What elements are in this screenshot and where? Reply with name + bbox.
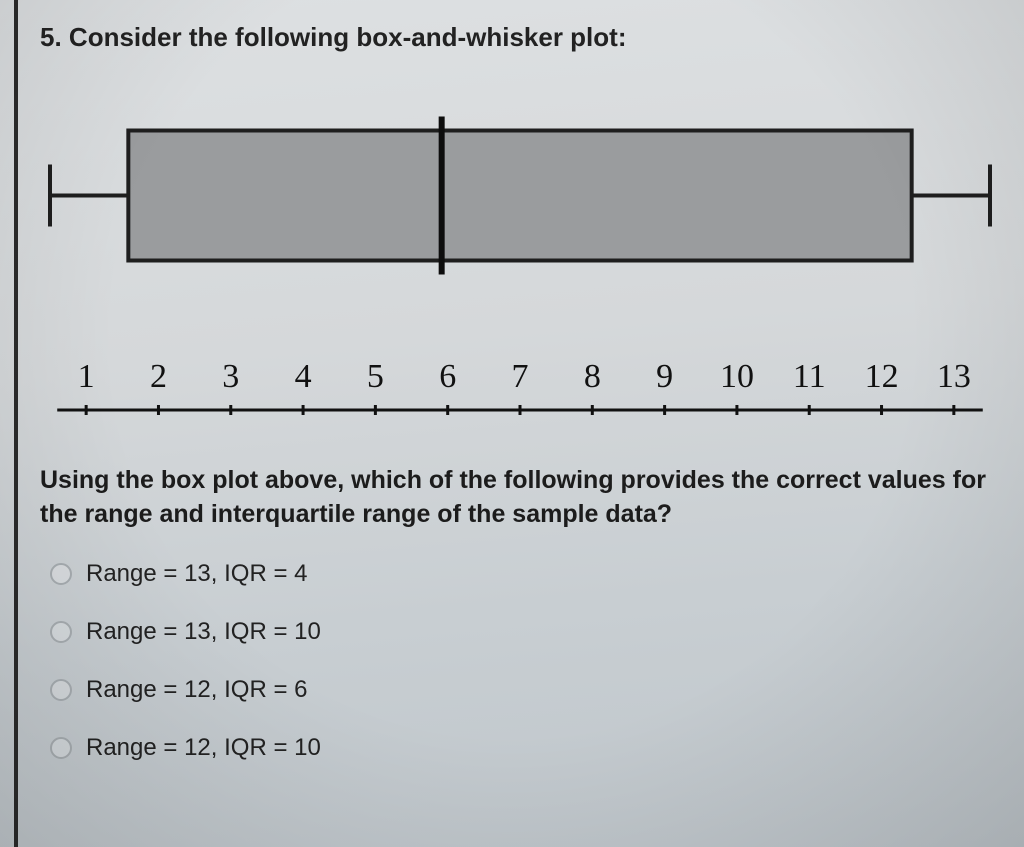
radio-icon xyxy=(50,679,72,701)
axis-tick-label: 3 xyxy=(195,358,267,396)
axis-tick-label: 9 xyxy=(629,358,701,396)
axis-tick-label: 2 xyxy=(122,358,194,396)
option-label: Range = 12, IQR = 10 xyxy=(86,734,321,762)
axis-tick-label: 8 xyxy=(556,358,628,396)
number-line: 12345678910111213 xyxy=(40,358,1000,434)
question-subprompt: Using the box plot above, which of the f… xyxy=(40,464,1012,532)
option-label: Range = 12, IQR = 6 xyxy=(86,676,307,704)
option-label: Range = 13, IQR = 10 xyxy=(86,618,321,646)
answer-option[interactable]: Range = 13, IQR = 10 xyxy=(50,618,1012,646)
axis-tick-label: 11 xyxy=(773,358,845,396)
answer-option[interactable]: Range = 12, IQR = 10 xyxy=(50,734,1012,762)
axis-line-svg xyxy=(40,402,1000,434)
axis-tick-label: 1 xyxy=(50,358,122,396)
axis-tick-label: 5 xyxy=(339,358,411,396)
axis-tick-label: 12 xyxy=(845,358,917,396)
question-page: 5. Consider the following box-and-whiske… xyxy=(14,0,1024,847)
boxplot-svg xyxy=(40,93,1000,318)
radio-icon xyxy=(50,737,72,759)
axis-tick-label: 10 xyxy=(701,358,773,396)
option-label: Range = 13, IQR = 4 xyxy=(86,560,307,588)
radio-icon xyxy=(50,621,72,643)
boxplot-figure xyxy=(40,93,1000,318)
question-text: Consider the following box-and-whisker p… xyxy=(69,22,627,52)
question-number: 5. xyxy=(40,22,62,52)
answer-option[interactable]: Range = 13, IQR = 4 xyxy=(50,560,1012,588)
question-prompt: 5. Consider the following box-and-whiske… xyxy=(40,22,1012,53)
answer-option[interactable]: Range = 12, IQR = 6 xyxy=(50,676,1012,704)
axis-tick-label: 4 xyxy=(267,358,339,396)
radio-icon xyxy=(50,563,72,585)
axis-tick-label: 7 xyxy=(484,358,556,396)
axis-tick-labels: 12345678910111213 xyxy=(40,358,1000,396)
axis-tick-label: 13 xyxy=(918,358,990,396)
axis-tick-label: 6 xyxy=(412,358,484,396)
answer-options: Range = 13, IQR = 4 Range = 13, IQR = 10… xyxy=(40,560,1012,762)
